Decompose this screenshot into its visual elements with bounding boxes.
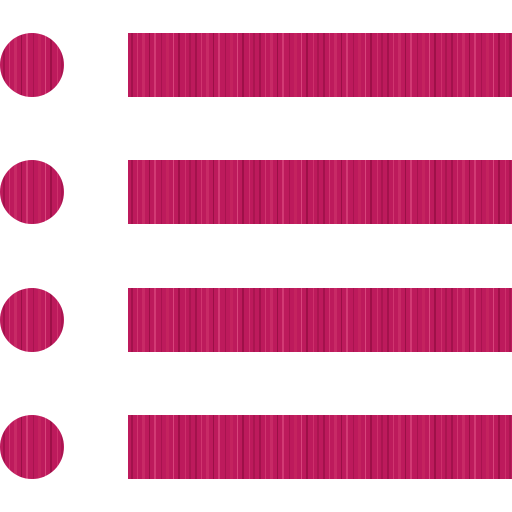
line-bar (128, 160, 512, 224)
line-bar (128, 33, 512, 97)
line-bar (128, 288, 512, 352)
bullet (0, 33, 64, 97)
line-bar (128, 415, 512, 479)
lines (128, 33, 512, 479)
bullet (0, 415, 64, 479)
bullet (0, 288, 64, 352)
bullet (0, 160, 64, 224)
bullets (0, 33, 64, 479)
